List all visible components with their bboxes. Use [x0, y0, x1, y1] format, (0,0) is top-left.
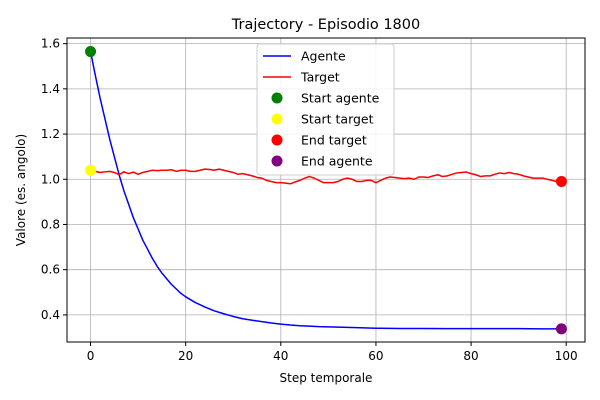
legend-swatch	[271, 113, 283, 125]
x-axis-label: Step temporale	[280, 371, 373, 385]
x-tick-label: 0	[87, 349, 95, 363]
legend-label: Agente	[301, 49, 346, 64]
y-tick-label: 1.0	[41, 172, 60, 186]
legend-swatch	[271, 134, 283, 146]
chart-title: Trajectory - Episodio 1800	[231, 17, 420, 33]
legend-box	[256, 43, 395, 176]
marker-layer	[85, 46, 567, 335]
legend: Agente Target Start agente Start target End …	[256, 43, 395, 176]
y-tick-label: 0.8	[41, 217, 60, 231]
series-layer	[89, 51, 562, 330]
y-tick-label: 1.6	[41, 37, 60, 51]
y-axis-label: Valore (es. angolo)	[14, 134, 28, 246]
series-line-target	[90, 168, 562, 185]
legend-label: Start agente	[301, 91, 380, 106]
series-line-agente	[89, 51, 562, 330]
x-tick-label: 60	[368, 349, 383, 363]
legend-swatch	[271, 155, 283, 167]
tick-layer: 0 20 40 60 80 100 0.4 0.6 0.8 1.0 1.2 1.4 1.6	[41, 37, 578, 363]
marker-end-agente	[555, 323, 567, 335]
x-tick-label: 100	[555, 349, 578, 363]
y-tick-label: 1.2	[41, 127, 60, 141]
legend-label: End target	[301, 133, 367, 148]
legend-swatch	[271, 92, 283, 104]
x-tick-label: 20	[178, 349, 193, 363]
y-tick-label: 1.4	[41, 82, 60, 96]
y-tick-label: 0.4	[41, 308, 60, 322]
y-tick-label: 0.6	[41, 263, 60, 277]
legend-label: End agente	[301, 154, 373, 169]
legend-label: Target	[300, 70, 340, 85]
marker-start-target	[85, 164, 97, 176]
marker-end-target	[555, 176, 567, 188]
x-tick-label: 80	[463, 349, 478, 363]
marker-start-agente	[85, 46, 97, 58]
plot-frame	[66, 37, 586, 343]
legend-label: Start target	[301, 112, 374, 127]
x-tick-label: 40	[273, 349, 288, 363]
